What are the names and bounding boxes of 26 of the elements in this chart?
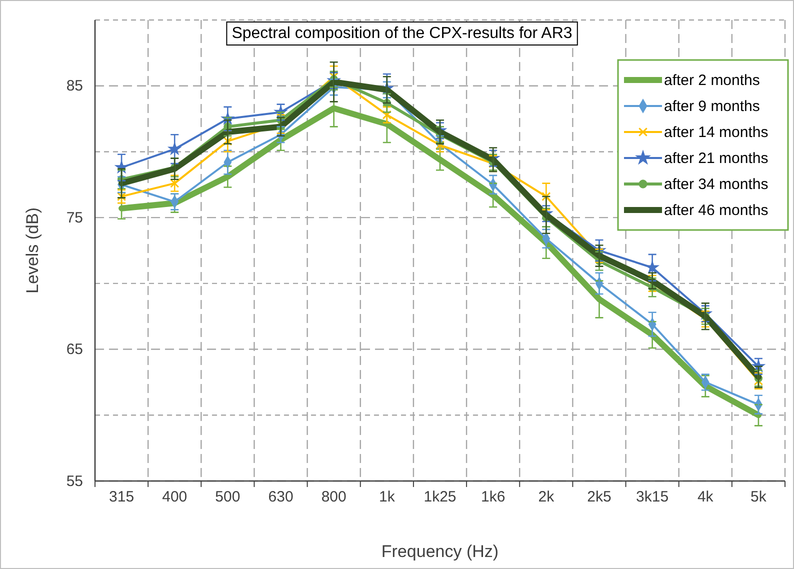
y-axis-title: Levels (dB) [23,208,42,294]
x-tick-label: 4k [697,488,714,506]
y-tick-label: 55 [66,472,83,490]
x-tick-label: 400 [162,488,188,506]
y-tick-label: 85 [66,78,83,95]
x-tick-label: 3k15 [636,488,669,506]
x-tick-label: 1k6 [480,488,506,506]
x-tick-label: 1k25 [424,488,456,506]
y-tick-label: 75 [66,209,83,226]
legend-label: after 14 months [664,124,768,141]
x-tick-label: 1k [379,488,396,506]
chart-title: Spectral composition of the CPX-results for AR3 [232,25,572,42]
x-tick-label: 2k [538,488,555,506]
x-tick-label: 800 [321,488,346,506]
legend-label: after 46 months [664,202,768,219]
x-tick-label: 5k [750,488,767,506]
legend-label: after 9 months [664,98,760,115]
x-tick-label: 315 [109,488,134,506]
x-tick-label: 500 [215,488,240,506]
x-tick-label: 2k5 [587,488,612,506]
y-tick-label: 65 [66,341,83,358]
x-tick-label: 630 [268,488,294,506]
legend-label: after 34 months [664,176,768,193]
x-axis-title: Frequency (Hz) [381,542,499,561]
legend-label: after 2 months [664,72,760,89]
legend-label: after 21 months [664,150,768,167]
